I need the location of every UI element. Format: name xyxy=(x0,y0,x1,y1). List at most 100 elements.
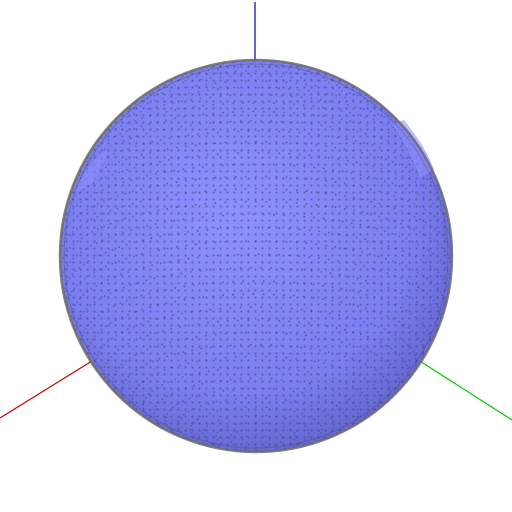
mesh-point xyxy=(189,271,192,273)
mesh-point xyxy=(103,366,106,368)
mesh-point xyxy=(255,140,257,143)
mesh-point xyxy=(216,410,219,413)
mesh-point xyxy=(255,175,257,178)
mesh-point xyxy=(297,369,300,372)
mesh-point xyxy=(202,113,205,116)
mesh-point xyxy=(214,333,217,336)
mesh-point xyxy=(377,113,379,116)
mesh-point xyxy=(335,94,338,97)
mesh-point xyxy=(122,231,125,234)
mesh-point xyxy=(444,250,446,253)
mesh-point xyxy=(249,377,252,380)
mesh-point xyxy=(227,254,229,256)
mesh-point xyxy=(288,88,290,90)
mesh-point xyxy=(168,137,171,140)
mesh-point xyxy=(177,389,180,392)
mesh-point xyxy=(168,260,171,263)
mesh-point xyxy=(368,380,371,383)
mesh-point xyxy=(270,120,273,123)
mesh-point xyxy=(314,336,317,338)
mesh-point xyxy=(127,271,130,273)
mesh-point xyxy=(139,337,142,340)
mesh-point xyxy=(441,246,443,249)
mesh-point xyxy=(332,168,335,171)
mesh-point xyxy=(96,228,99,231)
mesh-point xyxy=(270,344,273,346)
mesh-point xyxy=(69,211,71,213)
mesh-point xyxy=(227,87,229,90)
mesh-point xyxy=(346,159,349,162)
mesh-point xyxy=(319,432,322,434)
mesh-point xyxy=(115,334,118,337)
mesh-point xyxy=(202,415,204,418)
mesh-point xyxy=(84,327,87,330)
mesh-point xyxy=(109,322,112,325)
mesh-point xyxy=(339,379,342,382)
mesh-point xyxy=(262,293,265,296)
mesh-point xyxy=(224,201,227,204)
mesh-point xyxy=(116,220,119,223)
mesh-point xyxy=(140,100,143,102)
mesh-point xyxy=(96,203,99,205)
mesh-point xyxy=(146,97,149,100)
mesh-point xyxy=(310,269,313,272)
mesh-point xyxy=(146,102,149,105)
x-axis xyxy=(0,355,101,419)
mesh-point xyxy=(120,119,123,121)
mesh-point xyxy=(313,418,316,421)
mesh-point xyxy=(278,87,280,90)
mesh-point xyxy=(411,190,414,193)
mesh-point xyxy=(255,414,257,417)
sphere[interactable] xyxy=(58,58,454,454)
mesh-point xyxy=(255,240,257,242)
mesh-point xyxy=(180,272,183,275)
mesh-point xyxy=(299,442,301,445)
mesh-point xyxy=(446,228,449,231)
mesh-point xyxy=(191,80,194,82)
mesh-point xyxy=(267,253,270,256)
mesh-point xyxy=(214,142,217,145)
mesh-point xyxy=(234,407,237,409)
mesh-point xyxy=(234,356,237,358)
mesh-point xyxy=(379,146,381,149)
mesh-point xyxy=(159,139,162,142)
mesh-point xyxy=(115,234,117,236)
mesh-point xyxy=(134,268,137,271)
mesh-point xyxy=(140,366,142,368)
mesh-point xyxy=(262,387,265,390)
mesh-point xyxy=(429,237,432,240)
mesh-point xyxy=(220,428,223,431)
mesh-point xyxy=(73,304,76,307)
mesh-point xyxy=(143,410,145,413)
mesh-point xyxy=(414,333,417,336)
mesh-point xyxy=(122,286,125,289)
mesh-point xyxy=(441,294,444,297)
mesh-point xyxy=(280,378,283,381)
mesh-point xyxy=(417,336,420,339)
mesh-point xyxy=(378,401,381,404)
mesh-point xyxy=(224,81,227,84)
mesh-point xyxy=(255,69,257,72)
mesh-point xyxy=(140,323,142,325)
mesh-point xyxy=(377,325,379,328)
mesh-point xyxy=(344,86,346,89)
mesh-point xyxy=(414,316,417,318)
mesh-point xyxy=(146,225,149,227)
mesh-point xyxy=(398,320,400,323)
mesh-point xyxy=(305,177,308,180)
mesh-point xyxy=(327,434,329,436)
mesh-point xyxy=(265,240,268,243)
mesh-point xyxy=(356,388,359,391)
mesh-point xyxy=(168,159,171,161)
mesh-point xyxy=(244,70,247,72)
mesh-point xyxy=(142,403,145,406)
mesh-point xyxy=(113,152,116,155)
mesh-point xyxy=(71,273,74,276)
mesh-point xyxy=(206,154,209,156)
mesh-point xyxy=(92,182,95,185)
mesh-point xyxy=(102,141,105,144)
mesh-point xyxy=(308,229,311,232)
mesh-point xyxy=(377,404,379,407)
